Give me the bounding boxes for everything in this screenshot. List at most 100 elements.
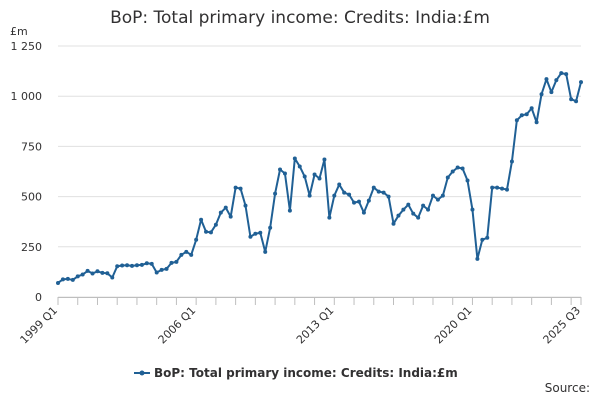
data-point <box>125 263 130 268</box>
data-point <box>65 276 70 281</box>
data-point <box>361 210 366 215</box>
data-point <box>564 72 569 77</box>
data-point <box>430 193 435 198</box>
data-point <box>278 167 283 172</box>
legend[interactable]: BoP: Total primary income: Credits: Indi… <box>134 366 458 380</box>
data-point <box>110 275 115 280</box>
data-point <box>130 263 135 268</box>
x-axis: 1999 Q1 2006 Q1 2013 Q1 2020 Q1 2025 Q3 <box>18 297 583 347</box>
data-point <box>500 186 505 191</box>
data-point <box>80 272 85 277</box>
data-point <box>263 249 268 254</box>
data-point <box>248 234 253 239</box>
data-point <box>549 90 554 95</box>
source-label: Source: <box>544 381 590 395</box>
data-point <box>307 193 312 198</box>
data-point <box>258 230 263 235</box>
data-point <box>529 106 534 111</box>
data-point <box>312 172 317 177</box>
data-point <box>134 263 139 268</box>
data-point <box>352 200 357 205</box>
y-tick-label: 0 <box>35 291 42 304</box>
data-point <box>297 164 302 169</box>
y-tick-label: 750 <box>21 140 42 153</box>
data-point <box>391 221 396 226</box>
data-point <box>401 207 406 212</box>
data-point <box>60 277 65 282</box>
data-point <box>366 198 371 203</box>
data-point <box>154 270 159 275</box>
y-tick-label: 1 000 <box>11 90 43 103</box>
data-point <box>490 185 495 190</box>
data-point <box>228 214 233 219</box>
data-point <box>504 187 509 192</box>
data-point <box>253 231 258 236</box>
data-point <box>371 185 376 190</box>
data-point <box>534 120 539 125</box>
data-point <box>406 202 411 207</box>
data-point <box>421 203 426 208</box>
data-point <box>524 112 529 117</box>
data-point <box>70 277 75 282</box>
data-point <box>376 189 381 194</box>
data-point <box>120 263 125 268</box>
data-point <box>273 191 278 196</box>
series-layer <box>56 71 583 285</box>
data-point <box>569 97 574 102</box>
data-point <box>85 268 90 273</box>
data-point <box>559 71 564 76</box>
data-point <box>519 113 524 118</box>
data-point <box>445 175 450 180</box>
data-point <box>179 252 184 257</box>
data-point <box>199 217 204 222</box>
data-point <box>302 174 307 179</box>
data-point <box>208 230 213 235</box>
data-point <box>480 237 485 242</box>
data-point <box>75 274 80 279</box>
data-point <box>149 261 154 266</box>
data-point <box>144 261 149 266</box>
data-point <box>317 176 322 181</box>
data-point <box>381 190 386 195</box>
data-point <box>243 203 248 208</box>
x-tick-label: 2006 Q1 <box>156 304 199 347</box>
data-point <box>100 270 105 275</box>
gridlines <box>58 45 581 298</box>
x-tick-label: 1999 Q1 <box>18 304 61 347</box>
data-point <box>544 77 549 82</box>
legend-label: BoP: Total primary income: Credits: Indi… <box>154 366 458 380</box>
data-point <box>204 229 209 234</box>
data-point <box>115 264 120 269</box>
data-point <box>332 193 337 198</box>
data-point <box>347 192 352 197</box>
data-point <box>56 280 60 285</box>
data-point <box>386 194 391 199</box>
chart-title: BoP: Total primary income: Credits: Indi… <box>110 8 490 28</box>
data-point <box>213 222 218 227</box>
data-point <box>238 186 243 191</box>
data-point <box>292 156 297 161</box>
data-point <box>495 185 500 190</box>
data-point <box>164 266 169 271</box>
data-point <box>95 269 100 274</box>
data-point <box>223 205 228 210</box>
y-tick-label: 1 250 <box>11 40 43 53</box>
data-point <box>455 165 460 170</box>
data-point <box>159 267 164 272</box>
legend-marker <box>139 370 145 376</box>
data-point <box>539 92 544 97</box>
data-point <box>460 166 465 171</box>
data-point <box>450 169 455 174</box>
data-point <box>574 99 579 104</box>
data-point <box>218 210 223 215</box>
data-point <box>233 185 238 190</box>
data-point <box>105 271 110 276</box>
data-point <box>139 262 144 267</box>
data-point <box>268 225 273 230</box>
y-unit-label: £m <box>10 25 28 38</box>
data-point <box>287 208 292 213</box>
data-point <box>426 207 431 212</box>
data-point <box>396 213 401 218</box>
